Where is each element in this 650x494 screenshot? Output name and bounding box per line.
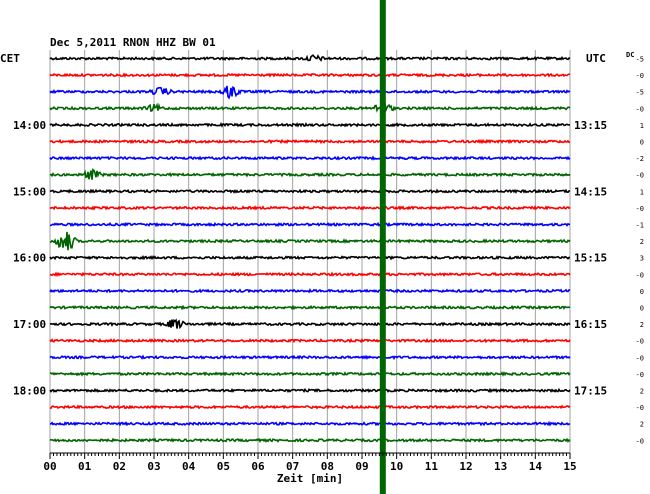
x-tick-label: 00 [43, 460, 56, 473]
left-hour-label: 18:00 [13, 385, 46, 398]
trace-row-12 [49, 254, 571, 261]
dc-offset-label: -0 [636, 354, 644, 362]
left-hour-label: 17:00 [13, 318, 46, 331]
x-tick-label: 08 [321, 460, 334, 473]
trace-row-15 [49, 304, 571, 311]
x-tick-label: 09 [355, 460, 368, 473]
x-tick-label: 13 [494, 460, 507, 473]
dc-offset-label: -5 [636, 89, 644, 97]
trace-row-22 [49, 420, 571, 427]
trace-row-17 [49, 337, 571, 344]
dc-offset-label: -0 [636, 271, 644, 279]
dc-offset-label: -0 [636, 404, 644, 412]
x-axis-label: Zeit [min] [277, 472, 343, 485]
dc-offset-label: 2 [640, 421, 644, 429]
x-tick-label: 11 [425, 460, 439, 473]
x-tick-label: 15 [563, 460, 576, 473]
trace-row-20 [49, 387, 571, 394]
right-hour-label: 14:15 [574, 185, 607, 198]
dc-offset-label: 1 [640, 188, 644, 196]
x-tick-label: 02 [113, 460, 126, 473]
trace-row-16 [49, 318, 571, 330]
x-tick-label: 06 [251, 460, 265, 473]
trace-row-2 [49, 85, 571, 100]
dc-offset-label: 1 [640, 122, 644, 130]
trace-row-8 [49, 188, 571, 195]
x-tick-label: 10 [390, 460, 403, 473]
dc-offset-label: -5 [636, 56, 644, 64]
trace-row-1 [49, 72, 571, 78]
left-hour-labels: 14:00 15:00 16:00 17:00 18:00 [13, 119, 46, 398]
dc-offset-label: 0 [640, 305, 644, 313]
trace-row-21 [49, 404, 571, 410]
trace-row-11 [49, 231, 571, 251]
chart-title: Dec 5,2011 RNON HHZ BW 01 [50, 36, 216, 49]
right-hour-labels: 13:15 14:15 15:15 16:15 17:15 [574, 119, 607, 398]
left-timezone-label: CET [0, 52, 20, 65]
dc-offset-label: -0 [636, 338, 644, 346]
trace-row-5 [49, 138, 571, 145]
dc-offset-label: 0 [640, 288, 644, 296]
left-hour-label: 14:00 [13, 119, 46, 132]
trace-row-9 [49, 205, 571, 211]
right-hour-label: 13:15 [574, 119, 607, 132]
trace-row-19 [49, 371, 571, 377]
dc-offset-label: 2 [640, 388, 644, 396]
dc-offset-label: 2 [640, 238, 644, 246]
dc-header: DC [626, 51, 634, 59]
trace-row-14 [49, 288, 571, 294]
right-hour-label: 15:15 [574, 252, 607, 265]
marker-line [379, 0, 386, 494]
trace-row-18 [49, 354, 571, 361]
x-tick-label: 03 [147, 460, 160, 473]
dc-offset-label: 2 [640, 321, 644, 329]
trace-row-7 [49, 167, 571, 180]
traces [49, 54, 571, 444]
dc-offset-label: -2 [636, 155, 644, 163]
x-tick-label: 01 [78, 460, 92, 473]
x-tick-label: 05 [217, 460, 230, 473]
left-hour-label: 16:00 [13, 252, 46, 265]
x-axis: 00 01 02 03 04 05 06 07 08 09 10 11 12 13 14 15 [43, 452, 577, 473]
trace-row-10 [50, 221, 571, 228]
right-hour-label: 17:15 [574, 385, 607, 398]
trace-row-13 [49, 271, 571, 278]
trace-row-4 [49, 122, 571, 128]
dc-offset-label: -0 [636, 371, 644, 379]
dc-offset-label: -0 [636, 437, 644, 445]
dc-offset-label: -1 [636, 222, 644, 230]
dc-offset-labels: -5 -0 -5 -0 1 0 -2 -0 1 -0 -1 2 3 -0 0 0 2 -0 -0 -0 2 -0 2 -0 [636, 56, 644, 446]
dc-offset-label: 0 [640, 139, 644, 147]
x-tick-label: 04 [182, 460, 196, 473]
left-hour-label: 15:00 [13, 185, 46, 198]
right-timezone-label: UTC [586, 52, 606, 65]
dc-offset-label: 3 [640, 255, 644, 263]
dc-offset-label: -0 [636, 172, 644, 180]
dc-offset-label: -0 [636, 72, 644, 80]
trace-row-6 [49, 155, 571, 161]
grid [49, 50, 571, 453]
dc-offset-label: -0 [636, 205, 644, 213]
x-tick-label: 14 [529, 460, 543, 473]
x-tick-label: 07 [286, 460, 299, 473]
trace-row-0 [49, 54, 571, 62]
dc-offset-label: -0 [636, 105, 644, 113]
trace-row-3 [49, 102, 571, 116]
right-hour-label: 16:15 [574, 318, 607, 331]
marker-bar [379, 0, 386, 494]
x-tick-label: 12 [459, 460, 472, 473]
trace-row-23 [49, 437, 571, 444]
